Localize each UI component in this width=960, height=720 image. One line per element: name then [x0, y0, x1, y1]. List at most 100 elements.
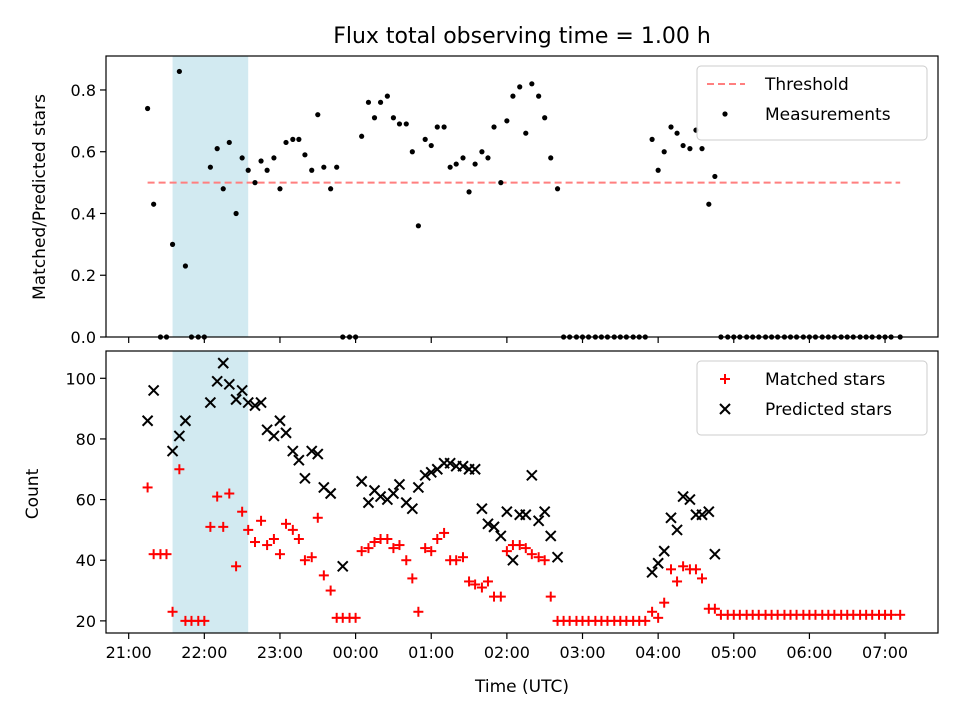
- y-tick-label: 80: [76, 430, 96, 449]
- predicted-star-point: [387, 487, 400, 500]
- measurement-point: [371, 115, 378, 121]
- measurement-point: [441, 124, 447, 130]
- measurement-point: [649, 136, 655, 142]
- bottom-panel: 20 40 60 80 100 21:00 22:00 23:00 00:00 01:00 02:0…: [65, 350, 939, 662]
- matched-star-point: [394, 540, 405, 551]
- matched-star-point: [533, 552, 544, 563]
- measurement-point: [491, 124, 497, 130]
- predicted-star-point: [545, 530, 557, 542]
- predicted-star-point: [406, 502, 419, 515]
- legend-box: [696, 360, 928, 436]
- matched-star-point: [426, 546, 437, 557]
- matched-star-point: [199, 615, 210, 626]
- measurement-point: [428, 142, 434, 149]
- predicted-star-point: [236, 384, 248, 397]
- matched-star-point: [539, 555, 550, 566]
- measurement-point: [409, 149, 415, 155]
- x-tick-label: 00:00: [333, 643, 379, 662]
- predicted-star-point: [677, 490, 689, 503]
- matched-star-point: [281, 518, 292, 529]
- x-mark-b: [406, 502, 419, 515]
- x-tick-label: 21:00: [106, 643, 152, 662]
- measurement-point: [542, 115, 548, 121]
- matched-star-point: [318, 570, 329, 581]
- measurement-point: [712, 173, 718, 180]
- matched-star-point: [224, 488, 235, 499]
- x-mark-b: [374, 490, 387, 503]
- measurement-point: [151, 201, 157, 207]
- predicted-star-point: [488, 521, 500, 533]
- matched-star-point: [501, 546, 512, 557]
- predicted-star-point: [274, 415, 286, 427]
- matched-star-point: [432, 534, 443, 544]
- x-mark-b: [173, 430, 186, 442]
- measurement-point: [472, 161, 478, 167]
- matched-star-point: [895, 609, 906, 620]
- x-mark-b: [457, 460, 469, 472]
- x-mark-b: [362, 496, 375, 509]
- predicted-star-point: [482, 518, 494, 530]
- legend-threshold: Threshold: [707, 75, 849, 95]
- series-predicted-stars: [141, 357, 721, 579]
- predicted-star-point: [457, 460, 469, 472]
- matched-star-point: [287, 524, 298, 535]
- predicted-star-point: [652, 557, 664, 569]
- measurement-point: [258, 158, 264, 164]
- measurement-point: [214, 146, 220, 152]
- predicted-star-point: [337, 560, 349, 572]
- x-mark-b: [147, 384, 160, 397]
- x-mark-b: [652, 557, 664, 569]
- measurement-point: [359, 133, 365, 139]
- predicted-star-point: [646, 566, 658, 579]
- matched-star-point: [697, 573, 708, 584]
- x-tick-label: 03:00: [559, 643, 605, 662]
- measurement-point: [271, 155, 277, 161]
- measurement-point: [661, 149, 667, 155]
- measurement-point: [309, 167, 315, 173]
- x-mark-b: [469, 463, 481, 475]
- legend-label: Predicted stars: [765, 400, 892, 420]
- x-mark-b: [355, 475, 368, 488]
- measurement-point: [145, 105, 151, 112]
- x-mark-b: [488, 521, 500, 533]
- x-mark-b: [293, 454, 305, 466]
- matched-star-point: [407, 573, 418, 584]
- x-tick-label: 01:00: [408, 643, 454, 662]
- matched-star-point: [659, 597, 670, 608]
- predicted-star-point: [355, 475, 368, 488]
- x-mark-b: [337, 560, 349, 572]
- series-measurements: [145, 68, 903, 340]
- predicted-star-point: [374, 490, 387, 503]
- predicted-star-point: [242, 396, 254, 409]
- measurement-point: [517, 84, 523, 90]
- matched-star-point: [274, 549, 285, 560]
- legend-matched-stars: Matched stars: [720, 370, 885, 390]
- measurement-point: [655, 167, 661, 173]
- matched-star-point: [420, 543, 431, 554]
- x-mark-b: [551, 551, 564, 563]
- measurement-point: [699, 146, 705, 152]
- y-tick-label: 0.2: [71, 266, 96, 285]
- predicted-star-point: [268, 430, 280, 442]
- predicted-star-point: [419, 469, 431, 482]
- predicted-star-point: [173, 430, 186, 442]
- legend-x-b: [719, 403, 731, 415]
- measurement-point: [479, 149, 485, 155]
- matched-star-point: [464, 576, 475, 587]
- legend-measurements: Measurements: [722, 105, 891, 125]
- matched-star-point: [482, 576, 493, 587]
- x-mark-b: [236, 384, 248, 397]
- x-axis-label: Time (UTC): [474, 677, 569, 697]
- predicted-star-point: [393, 478, 406, 491]
- matched-star-point: [666, 564, 677, 575]
- x-mark-b: [204, 396, 217, 409]
- matched-star-point: [451, 555, 462, 566]
- matched-star-point: [218, 521, 229, 532]
- matched-star-point: [709, 603, 720, 614]
- highlight-span: [172, 351, 249, 633]
- x-mark-b: [249, 399, 261, 412]
- measurement-point: [403, 121, 409, 127]
- matched-star-point: [299, 555, 310, 566]
- measurement-point: [485, 155, 491, 161]
